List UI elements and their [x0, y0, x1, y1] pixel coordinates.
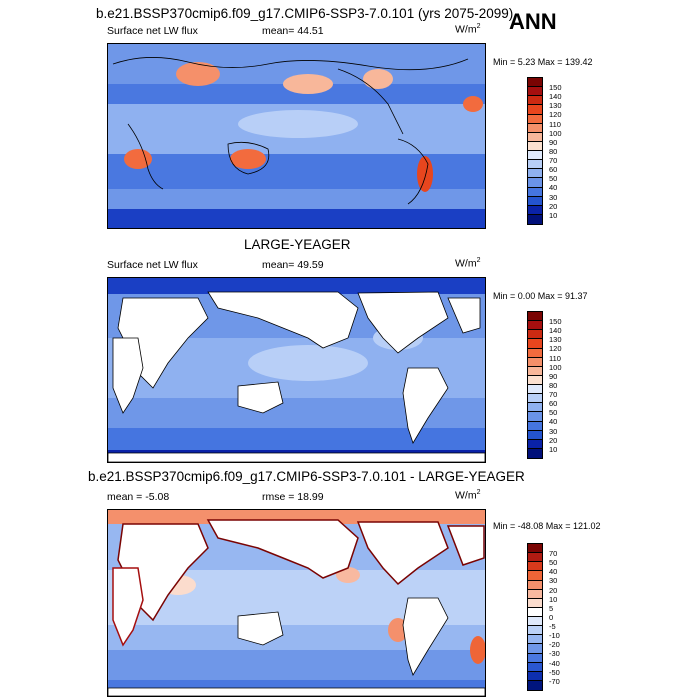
panel3-mean: mean = -5.08 [107, 491, 170, 503]
cbar-tick: -20 [549, 640, 560, 650]
cbar-tick: 20 [549, 435, 558, 445]
panel1-variable: Surface net LW flux [107, 25, 198, 37]
cbar-tick: 30 [549, 576, 558, 586]
cbar-tick: -70 [549, 676, 560, 686]
cbar-tick: 100 [549, 362, 562, 372]
panel1-mean: mean= 44.51 [262, 25, 324, 37]
panel3-units: W/m2 [455, 489, 481, 502]
panel3-minmax: Min = -48.08 Max = 121.02 [493, 521, 601, 531]
panel1-map [107, 43, 486, 229]
cbar-tick: 30 [549, 192, 558, 202]
cbar-tick: 150 [549, 83, 562, 92]
cbar-tick: 120 [549, 344, 562, 354]
cbar-tick: 90 [549, 371, 558, 381]
cbar-tick: 120 [549, 110, 562, 120]
cbar-tick: 80 [549, 146, 558, 156]
cbar-tick: -5 [549, 622, 556, 631]
panel2-title: LARGE-YEAGER [244, 237, 351, 252]
cbar-tick: -40 [549, 658, 560, 668]
cbar-tick: 30 [549, 426, 558, 436]
cbar-tick: 110 [549, 353, 561, 363]
panel2-minmax: Min = 0.00 Max = 91.37 [493, 291, 588, 301]
panel3-colorbar [527, 543, 543, 691]
season-label: ANN [509, 9, 557, 34]
cbar-tick: 20 [549, 201, 558, 211]
cbar-tick: -10 [549, 631, 560, 641]
cbar-tick: 130 [549, 101, 562, 111]
cbar-tick: 70 [549, 549, 558, 558]
panel1-minmax: Min = 5.23 Max = 139.42 [493, 57, 593, 67]
cbar-tick: 50 [549, 174, 558, 184]
panel2-variable: Surface net LW flux [107, 259, 198, 271]
panel1-units: W/m2 [455, 23, 481, 36]
cbar-tick: 140 [549, 92, 562, 102]
cbar-tick: -50 [549, 667, 560, 677]
cbar-tick: 70 [549, 156, 558, 165]
cbar-tick: 110 [549, 119, 561, 129]
cbar-tick: 10 [549, 444, 558, 454]
panel3-title: b.e21.BSSP370cmip6.f09_g17.CMIP6-SSP3-7.… [88, 469, 525, 484]
cbar-tick: 40 [549, 183, 558, 193]
cbar-tick: 150 [549, 317, 562, 326]
panel2-colorbar [527, 311, 543, 459]
cbar-tick: 90 [549, 137, 558, 147]
cbar-tick: 140 [549, 326, 562, 336]
cbar-tick: 130 [549, 335, 562, 345]
cbar-tick: 60 [549, 399, 558, 409]
cbar-tick: 80 [549, 380, 558, 390]
cbar-tick: 50 [549, 558, 558, 568]
panel2-map [107, 277, 486, 463]
panel1-colorbar [527, 77, 543, 225]
cbar-tick: 0 [549, 612, 554, 622]
panel3-map-field [108, 510, 485, 696]
cbar-tick: -30 [549, 649, 560, 659]
cbar-tick: 70 [549, 390, 558, 399]
panel1-map-field [108, 44, 485, 228]
cbar-tick: 40 [549, 417, 558, 427]
cbar-tick: 50 [549, 408, 558, 418]
cbar-tick: 60 [549, 165, 558, 175]
panel2-mean: mean= 49.59 [262, 259, 324, 271]
panel3-map [107, 509, 486, 697]
cbar-tick: 10 [549, 210, 558, 220]
cbar-tick: 20 [549, 585, 558, 595]
cbar-tick: 5 [549, 603, 554, 613]
cbar-tick: 100 [549, 128, 562, 138]
cbar-tick: 40 [549, 567, 558, 577]
panel1-title: b.e21.BSSP370cmip6.f09_g17.CMIP6-SSP3-7.… [96, 6, 514, 21]
panel3-rmse: rmse = 18.99 [262, 491, 324, 503]
cbar-tick: 10 [549, 594, 558, 604]
panel2-map-field [108, 278, 485, 462]
panel2-units: W/m2 [455, 257, 481, 270]
